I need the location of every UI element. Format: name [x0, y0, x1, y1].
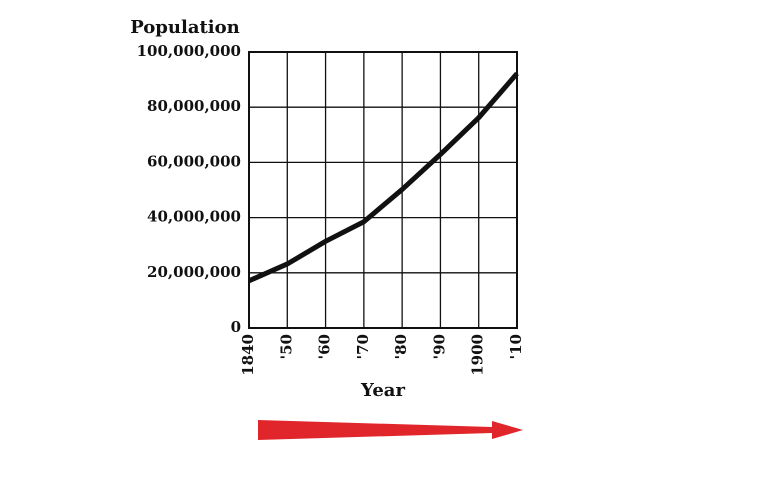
- y-tick-label: 80,000,000: [147, 97, 241, 115]
- x-tick-label: '60: [316, 334, 334, 359]
- plot-frame: [248, 51, 518, 329]
- x-tick-label: '80: [392, 334, 410, 359]
- y-tick-label: 100,000,000: [137, 42, 241, 60]
- x-tick-label: '50: [277, 334, 295, 359]
- x-tick-label: 1900: [469, 334, 487, 376]
- x-axis-label: Year: [360, 380, 405, 401]
- x-tick-label: '10: [507, 334, 525, 359]
- direction-arrow: [258, 420, 523, 440]
- x-tick-label: 1840: [239, 334, 257, 376]
- y-tick-label: 0: [231, 318, 241, 336]
- x-tick-label: '70: [354, 334, 372, 359]
- y-tick-label: 40,000,000: [147, 208, 241, 226]
- y-tick-label: 60,000,000: [147, 152, 241, 170]
- y-tick-label: 20,000,000: [147, 263, 241, 281]
- y-axis-label: Population: [130, 17, 239, 38]
- x-tick-label: '90: [430, 334, 448, 359]
- data-line: [247, 71, 519, 284]
